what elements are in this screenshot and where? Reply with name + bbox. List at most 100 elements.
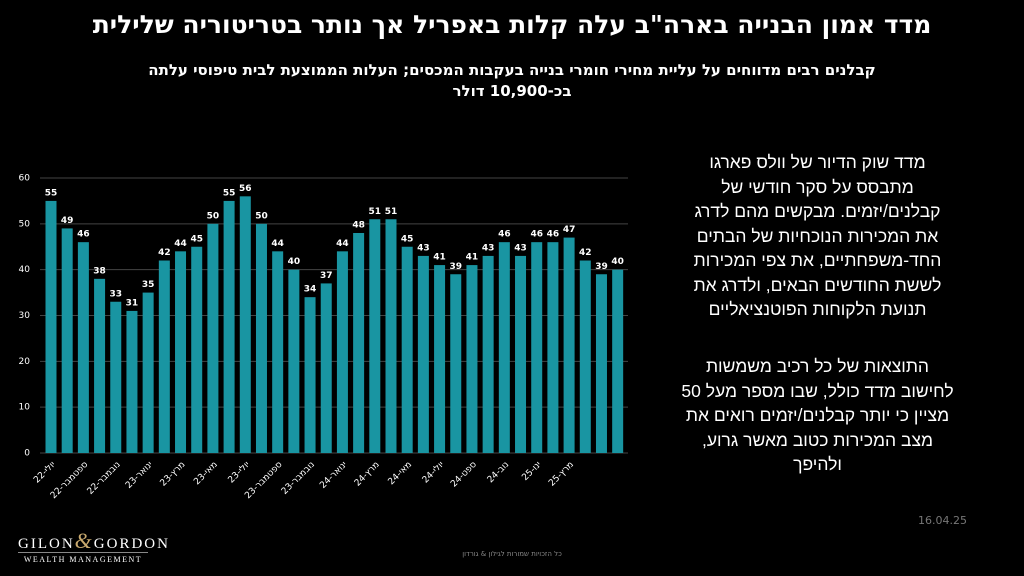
paragraph-line: לששת החודשים הבאים, ולדרג את (693, 274, 942, 295)
value-label: 40 (611, 257, 624, 267)
x-tick-label: מרץ-25 (547, 460, 576, 489)
bar (563, 237, 575, 453)
bar (142, 292, 154, 453)
x-tick-label: נובמבר-22 (86, 460, 123, 497)
y-tick-label: 20 (19, 357, 31, 367)
value-label: 38 (93, 266, 106, 276)
value-label: 44 (336, 239, 349, 249)
y-tick-label: 30 (19, 311, 31, 321)
value-label: 41 (433, 253, 446, 263)
value-label: 55 (223, 188, 236, 198)
value-label: 51 (385, 207, 398, 217)
bar (385, 219, 397, 453)
logo-amp: & (74, 528, 94, 553)
paragraph-line: מצב המכירות כטוב מאשר גרוע, (701, 429, 934, 450)
chart: 0102030405060יולי-225549ספטמבר-224638נוב… (19, 174, 628, 501)
bar (450, 274, 462, 453)
bar (94, 278, 106, 453)
paragraph-line: מדד שוק הדיור של וולס פארגו (709, 152, 926, 172)
value-label: 46 (498, 230, 511, 240)
value-label: 42 (158, 248, 171, 258)
bar (595, 274, 607, 453)
x-tick-label: יולי-23 (227, 460, 253, 486)
paragraph: התוצאות של כל רכיב משמשות לחישוב מדד כולל… (640, 354, 995, 477)
value-label: 47 (563, 225, 576, 235)
paragraph-line: לחישוב מדד כולל, שבו מספר מעל 50 (681, 380, 954, 401)
value-label: 34 (304, 285, 317, 295)
slide-title: מדד אמון הבנייה בארה"ב עלה קלות באפריל א… (92, 10, 932, 39)
value-label: 46 (530, 230, 543, 240)
value-label: 39 (595, 262, 608, 272)
value-label: 44 (271, 239, 284, 249)
paragraph-line: מציין כי יותר קבלנים/יזמים רואים את (685, 405, 950, 425)
logo-word: GILON (18, 536, 75, 552)
subtitle: קבלנים רבים מדווחים על עליית מחירי חומרי… (40, 60, 984, 102)
value-label: 55 (45, 188, 58, 198)
value-label: 45 (401, 234, 414, 244)
bar (223, 200, 235, 453)
bar (207, 223, 219, 453)
x-tick-label: ספט-24 (449, 460, 479, 490)
bar (369, 219, 381, 453)
paragraph-line: החד-משפחתיים, את צפי המכירות (693, 250, 942, 270)
y-tick-label: 10 (19, 403, 31, 413)
logo-word: GORDON (93, 536, 170, 552)
value-label: 51 (369, 207, 382, 217)
value-label: 50 (255, 211, 268, 221)
subtitle-line: קבלנים רבים מדווחים על עליית מחירי חומרי… (148, 61, 876, 79)
bar (288, 269, 300, 453)
bar (110, 301, 122, 453)
bar (239, 196, 251, 454)
bar (158, 260, 170, 453)
subtitle-line: בכ-10,900 דולר (452, 82, 572, 100)
bar (272, 251, 284, 453)
logo: GILON&GORDON WEALTH MANAGEMENT (18, 528, 168, 564)
bar (498, 242, 510, 453)
paragraph-line: את המכירות הנוכחיות של הבתים (696, 225, 939, 246)
x-tick-label: נוב-24 (486, 460, 511, 485)
x-tick-label: מרץ-24 (353, 460, 382, 489)
value-label: 43 (417, 243, 430, 253)
bar (434, 265, 446, 453)
x-tick-label: מאי-23 (192, 460, 219, 487)
value-label: 37 (320, 271, 333, 281)
bar (515, 255, 527, 453)
bar (77, 242, 89, 453)
x-tick-label: ינואר-23 (124, 460, 155, 491)
value-label: 46 (547, 230, 560, 240)
bar (304, 297, 316, 453)
value-label: 50 (207, 211, 220, 221)
x-tick-label: ינו-25 (520, 460, 543, 483)
bar (531, 242, 543, 453)
x-tick-label: נובמבר-23 (280, 460, 317, 497)
x-tick-label: מרץ-23 (159, 460, 188, 489)
value-label: 40 (288, 257, 301, 267)
bar (482, 255, 494, 453)
bar (401, 246, 413, 453)
value-label: 48 (352, 221, 365, 231)
bar (547, 242, 559, 453)
value-label: 42 (579, 248, 592, 258)
y-tick-label: 60 (19, 174, 31, 184)
bar (61, 228, 73, 453)
paragraph-line: התוצאות של כל רכיב משמשות (705, 356, 930, 376)
value-label: 46 (77, 230, 90, 240)
bar (612, 269, 624, 453)
bar (417, 255, 429, 453)
logo-sub: WEALTH MANAGEMENT (18, 552, 148, 564)
bar (353, 233, 365, 453)
bar (466, 265, 478, 453)
paragraph-line: מתבסס על סקר חודשי של (721, 176, 914, 197)
value-label: 49 (61, 216, 74, 226)
value-label: 41 (466, 253, 479, 263)
bar (175, 251, 187, 453)
x-tick-label: מאי-24 (387, 460, 414, 487)
y-tick-label: 40 (19, 265, 31, 275)
value-label: 35 (142, 280, 155, 290)
bar (255, 223, 267, 453)
value-label: 43 (482, 243, 495, 253)
bar (320, 283, 332, 453)
bar (336, 251, 348, 453)
value-label: 33 (109, 289, 122, 299)
